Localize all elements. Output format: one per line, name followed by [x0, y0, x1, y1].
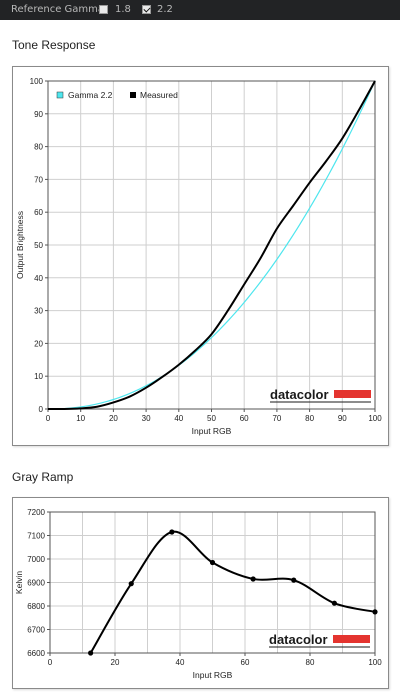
y-tick-label: 70 [34, 175, 43, 184]
y-tick-label: 6800 [27, 602, 45, 611]
legend-label-measured: Measured [140, 90, 178, 100]
data-point [169, 529, 175, 535]
x-tick-label: 20 [111, 658, 120, 667]
x-tick-label: 20 [109, 414, 118, 423]
x-tick-label: 50 [207, 414, 216, 423]
tone-logo-bar [334, 390, 371, 398]
y-tick-label: 10 [34, 372, 43, 381]
x-axis-label: Input RGB [192, 426, 232, 436]
x-tick-label: 10 [76, 414, 85, 423]
y-tick-label: 6700 [27, 626, 45, 635]
data-point [250, 576, 256, 582]
y-tick-label: 7200 [27, 508, 45, 517]
x-tick-label: 0 [48, 658, 53, 667]
series-line-0 [47, 80, 376, 410]
x-tick-label: 80 [306, 658, 315, 667]
x-tick-label: 70 [272, 414, 281, 423]
x-tick-label: 100 [368, 414, 382, 423]
reference-gamma-bar: Reference Gamma: 1.8 2.2 [0, 0, 400, 20]
y-tick-label: 7000 [27, 555, 45, 564]
y-tick-label: 40 [34, 274, 43, 283]
y-axis-label: Kelvin [14, 571, 24, 594]
y-tick-label: 90 [34, 110, 43, 119]
data-point [88, 650, 94, 656]
y-axis-label: Output Brightness [15, 211, 25, 279]
x-tick-label: 40 [176, 658, 185, 667]
gray-ramp-title: Gray Ramp [12, 470, 74, 484]
data-point [128, 581, 134, 587]
y-tick-label: 60 [34, 208, 43, 217]
gray-ramp-chart: 0 20 40 60 80 100 6600 6700 6800 6900 7000 7100 7200… [12, 497, 389, 689]
data-point [291, 577, 297, 583]
y-tick-label: 50 [34, 241, 43, 250]
y-tick-label: 30 [34, 307, 43, 316]
data-point [331, 600, 337, 606]
x-tick-label: 80 [305, 414, 314, 423]
x-tick-label: 60 [240, 414, 249, 423]
y-tick-label: 6900 [27, 579, 45, 588]
tone-logo-text: datacolor [270, 387, 329, 402]
gray-ramp-plot: 0 20 40 60 80 100 6600 6700 6800 6900 7000 7100 7200… [14, 508, 382, 680]
legend-label-gamma: Gamma 2.2 [68, 90, 113, 100]
tone-response-chart: 0 10 20 30 40 50 60 70 80 90 100 0 10 20 30 40 50 60 70 80 9… [12, 66, 389, 446]
y-tick-label: 7100 [27, 532, 45, 541]
x-tick-label: 90 [338, 414, 347, 423]
x-axis-label: Input RGB [193, 670, 233, 680]
x-tick-label: 100 [368, 658, 382, 667]
y-tick-label: 6600 [27, 649, 45, 658]
y-tick-label: 100 [30, 77, 44, 86]
legend-swatch-measured [130, 92, 136, 98]
y-tick-label: 20 [34, 339, 43, 348]
gamma-2-2-label[interactable]: 2.2 [157, 4, 173, 15]
x-tick-label: 30 [142, 414, 151, 423]
gamma-1-8-label[interactable]: 1.8 [115, 4, 131, 15]
tone-response-title: Tone Response [12, 38, 96, 52]
gray-logo-text: datacolor [269, 632, 328, 647]
y-tick-label: 0 [39, 405, 44, 414]
reference-gamma-label: Reference Gamma: [11, 4, 108, 15]
x-tick-label: 0 [46, 414, 51, 423]
gamma-2-2-checkbox[interactable] [142, 5, 151, 14]
gamma-1-8-checkbox[interactable] [99, 5, 108, 14]
data-point [372, 609, 378, 615]
gray-logo-bar [333, 635, 370, 643]
series-line-1 [47, 80, 376, 411]
series-line-0 [89, 530, 376, 654]
tone-response-plot: 0 10 20 30 40 50 60 70 80 90 100 0 10 20 30 40 50 60 70 80 9… [15, 77, 382, 436]
y-tick-label: 80 [34, 143, 43, 152]
x-tick-label: 40 [174, 414, 183, 423]
legend-swatch-gamma [56, 91, 64, 99]
data-point [209, 559, 216, 566]
x-tick-label: 60 [241, 658, 250, 667]
